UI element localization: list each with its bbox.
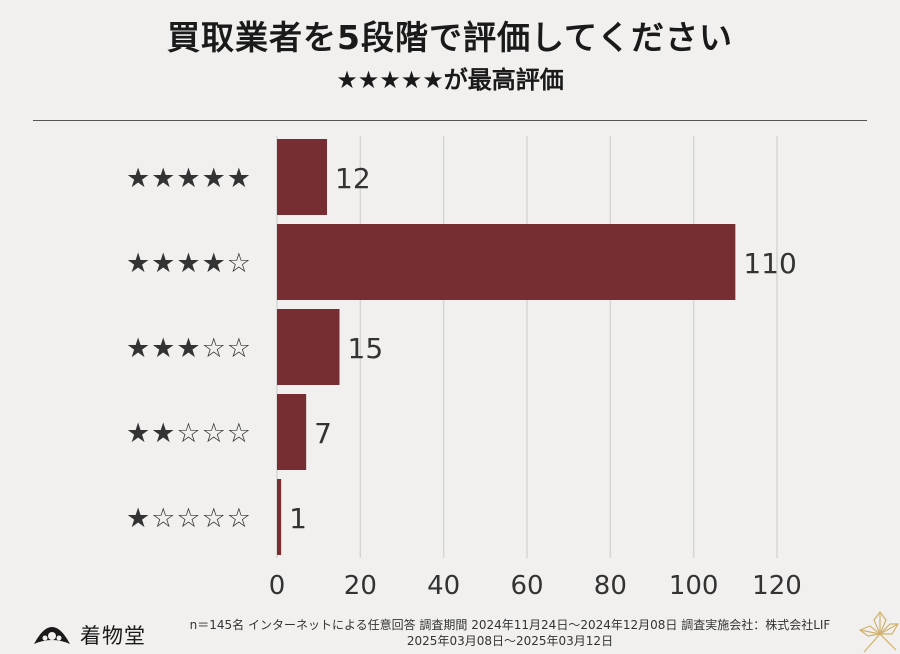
x-tick-label: 80 — [594, 571, 627, 601]
category-label: ★★★★☆ — [126, 248, 252, 279]
x-tick-label: 120 — [752, 571, 802, 601]
survey-note-line2: 2025年03月08日〜2025年03月12日 — [406, 634, 614, 648]
value-label: 15 — [348, 332, 384, 365]
category-label: ★☆☆☆☆ — [126, 503, 252, 534]
x-tick-label: 0 — [269, 571, 286, 601]
value-label: 1 — [289, 502, 307, 535]
survey-note-line1: n＝145名 インターネットによる任意回答 調査期間 2024年11月24日〜2… — [189, 618, 831, 632]
x-tick-label: 40 — [427, 571, 460, 601]
category-label: ★★★★★ — [126, 163, 252, 194]
corner-flower-decoration — [858, 611, 900, 653]
fan-icon — [34, 627, 70, 644]
chart-header: 買取業者を5段階で評価してください ★★★★★が最高評価 — [0, 16, 900, 96]
kimonodo-logo: 着物堂 — [30, 618, 170, 652]
bar — [277, 224, 736, 300]
title-divider — [33, 120, 867, 121]
bar — [277, 139, 327, 215]
x-tick-label: 20 — [344, 571, 377, 601]
x-tick-label: 100 — [669, 571, 719, 601]
value-label: 12 — [335, 162, 371, 195]
category-label: ★★★☆☆ — [126, 333, 252, 364]
survey-note: n＝145名 インターネットによる任意回答 調査期間 2024年11月24日〜2… — [160, 617, 860, 649]
value-label: 110 — [743, 247, 796, 280]
logo-text: 着物堂 — [80, 624, 146, 648]
bar — [277, 394, 307, 470]
chart-subtitle: ★★★★★が最高評価 — [336, 66, 564, 94]
chart-title: 買取業者を5段階で評価してください — [167, 18, 733, 57]
bar — [277, 309, 340, 385]
x-tick-label: 60 — [510, 571, 543, 601]
value-label: 7 — [314, 417, 332, 450]
category-label: ★★☆☆☆ — [126, 418, 252, 449]
bar — [277, 479, 282, 555]
